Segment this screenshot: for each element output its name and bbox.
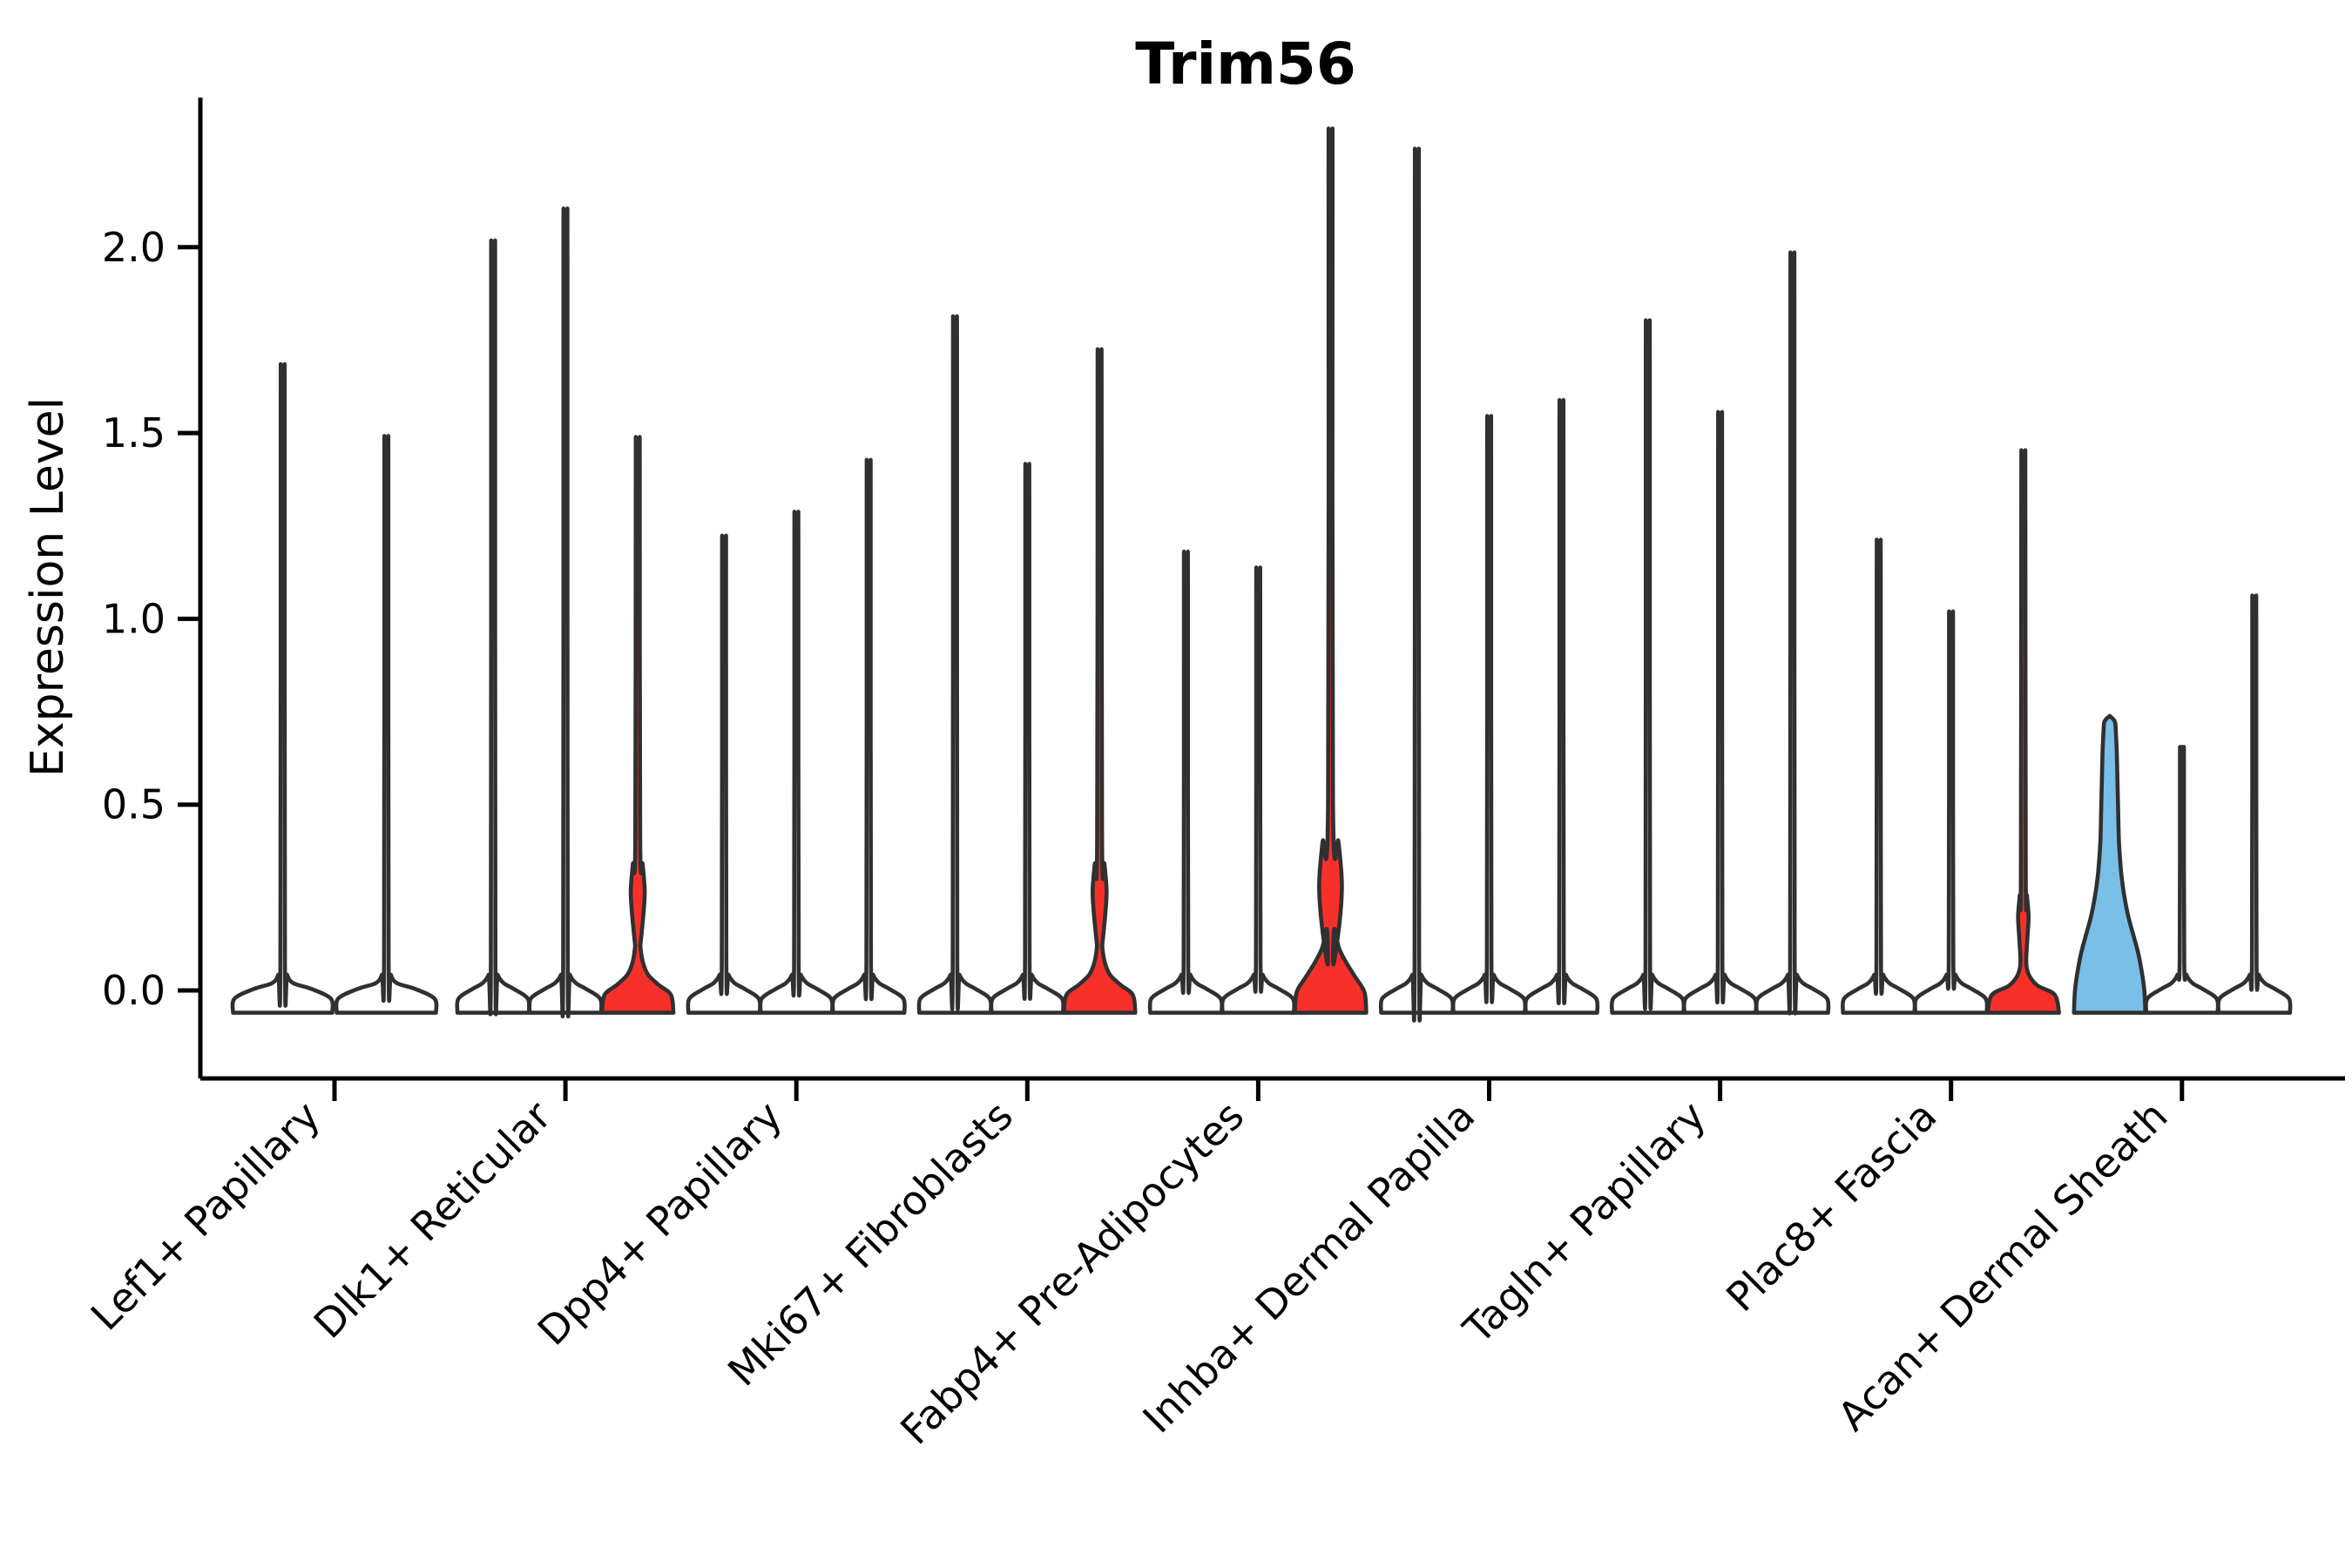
violin [1609, 318, 1686, 1015]
violin [916, 314, 993, 1015]
violin [1985, 448, 2061, 1015]
violin [599, 435, 676, 1015]
violin [2072, 713, 2148, 1015]
chart-title: Trim56 [1135, 30, 1356, 98]
y-tick-label: 2.0 [102, 224, 166, 271]
violin [455, 238, 531, 1017]
x-tick-label: Tagln+ Papillary [1454, 1092, 1715, 1354]
violin [2144, 744, 2220, 1015]
y-tick-label: 1.0 [102, 595, 166, 642]
y-tick-label: 0.0 [102, 967, 166, 1014]
violin [1841, 537, 1917, 1015]
y-tick-label: 0.5 [102, 781, 166, 828]
violins-layer [230, 126, 2293, 1023]
violin [989, 462, 1065, 1015]
violin [1523, 397, 1600, 1015]
violin [230, 362, 335, 1015]
violin [1913, 609, 1990, 1015]
violin [1147, 550, 1225, 1015]
x-tick-label: Dpp4+ Papillary [529, 1092, 791, 1355]
y-axis-label: Expression Level [22, 397, 74, 777]
violin [1378, 146, 1456, 1023]
x-tick-label: Plac8+ Fascia [1717, 1092, 1945, 1321]
violin [830, 457, 907, 1015]
violin [2216, 593, 2293, 1015]
violin [1754, 250, 1831, 1016]
y-tick-label: 1.5 [102, 409, 166, 456]
violin [1220, 565, 1297, 1015]
x-tick-label: Lef1+ Papillary [82, 1092, 329, 1340]
violin [527, 206, 604, 1019]
violin [1062, 347, 1138, 1015]
violin [758, 510, 835, 1015]
violin [686, 533, 762, 1015]
violin [1681, 409, 1759, 1015]
violin [1450, 414, 1528, 1015]
violin [1293, 126, 1369, 1015]
x-tick-label: Dlk1+ Reticular [305, 1092, 560, 1348]
violin [334, 434, 439, 1015]
